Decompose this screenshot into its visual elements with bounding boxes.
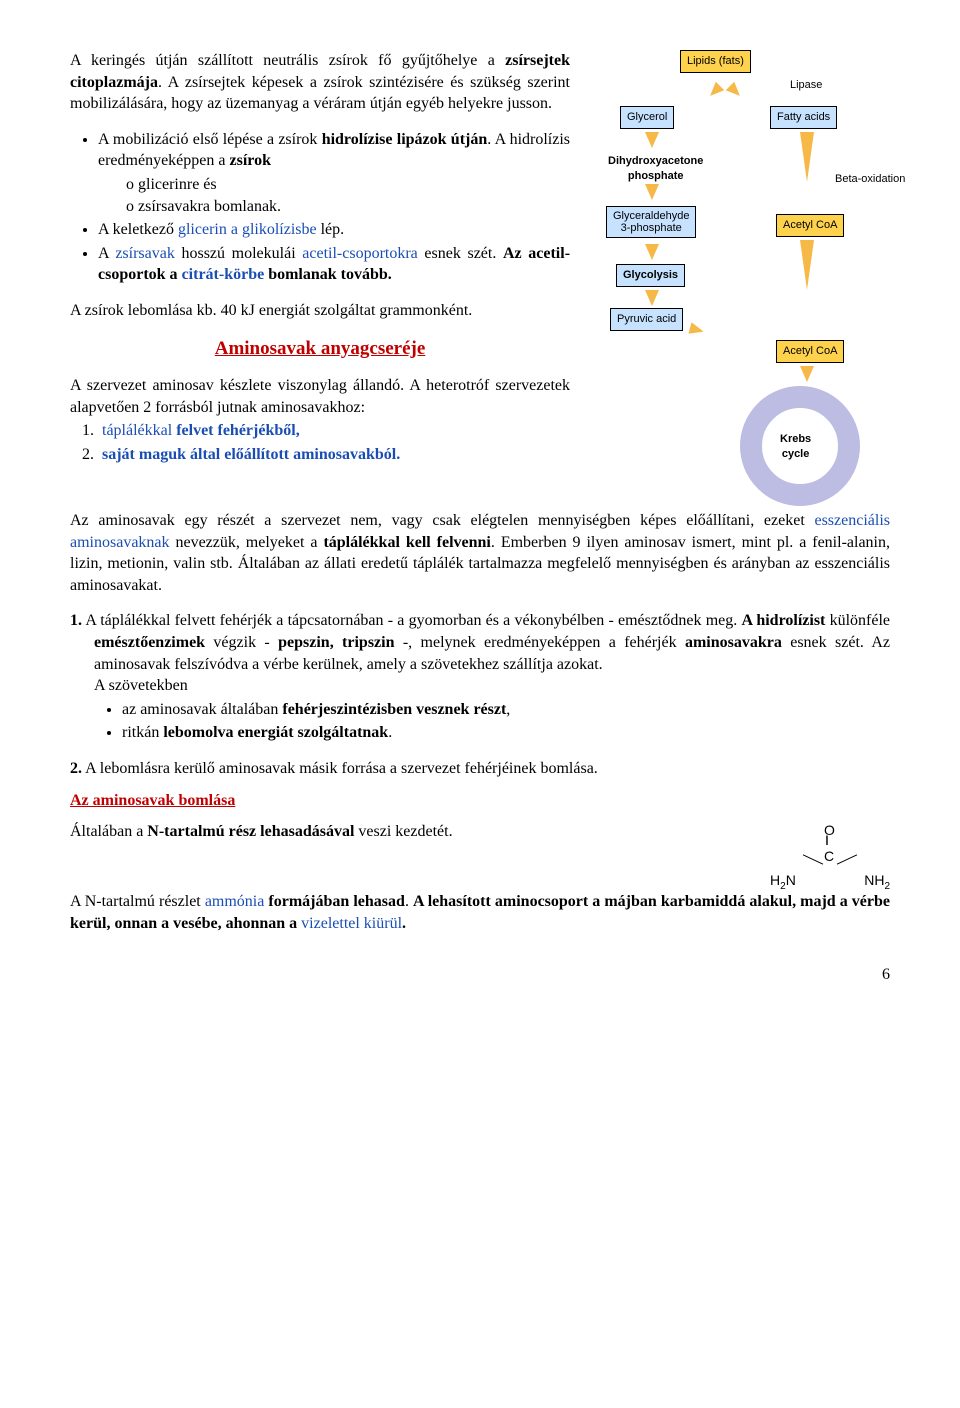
diagram-label-betaox: Beta-oxidation: [835, 172, 905, 187]
bullet-item: A mobilizáció első lépése a zsírok hidro…: [98, 129, 570, 217]
text-blue: zsírsavak: [115, 245, 175, 262]
text-bold: N-tartalmú rész lehasadásával: [147, 823, 354, 840]
text: A táplálékkal felvett fehérjék a tápcsat…: [82, 612, 741, 629]
intro-paragraph: A keringés útján szállított neutrális zs…: [70, 50, 570, 115]
list-item: saját maguk által előállított aminosavak…: [98, 444, 570, 466]
text-bold: formájában lehasad: [264, 893, 405, 910]
text-blue: táplálékkal: [102, 422, 176, 439]
text-bold: fehérjeszintézisben vesznek részt: [282, 701, 506, 718]
text: A N-tartalmú részlet: [70, 893, 205, 910]
text: veszi kezdetét.: [354, 823, 452, 840]
text: A keletkező: [98, 221, 178, 238]
essential-para: Az aminosavak egy részét a szervezet nem…: [70, 510, 890, 596]
diagram-box-acetylcoa2: Acetyl CoA: [776, 340, 844, 363]
text: -, melynek eredményeképpen a fehérjék: [395, 634, 685, 651]
text: Az aminosavak egy részét a szervezet nem…: [70, 512, 814, 529]
text-bold: A hidrolízist: [741, 612, 825, 629]
text: végzik -: [205, 634, 278, 651]
text: .: [405, 893, 413, 910]
text-bold: .: [402, 915, 406, 932]
sub-bullets: glicerinre és zsírsavakra bomlanak.: [98, 174, 570, 217]
title-text: Aminosavak anyagcseréje: [215, 338, 426, 359]
bullet-item: A zsírsavak hosszú molekulái acetil-csop…: [98, 243, 570, 286]
list-item-1: 1. A táplálékkal felvett fehérjék a tápc…: [70, 610, 890, 675]
text-blue-bold: citrát-körbe: [182, 266, 265, 283]
text: A lebomlásra kerülő aminosavak másik for…: [82, 760, 598, 777]
num: 2.: [70, 760, 82, 777]
text-bold: bomlanak tovább.: [264, 266, 392, 283]
text-bold: aminosavakra: [685, 634, 782, 651]
text: Általában a: [70, 823, 147, 840]
protein-list: 1. A táplálékkal felvett fehérjék a tápc…: [70, 610, 890, 779]
list-item-2: 2. A lebomlásra kerülő aminosavak másik …: [70, 758, 890, 780]
amino-intro: A szervezet aminosav készlete viszonylag…: [70, 375, 570, 418]
diagram-box-glycerol: Glycerol: [620, 106, 674, 129]
text: glicerinre és: [138, 176, 217, 193]
text-bold: pepszin, tripszin: [278, 634, 394, 651]
diagram-label-krebs: Krebscycle: [780, 432, 811, 462]
text: zsírsavakra bomlanak.: [138, 198, 281, 215]
text-blue-bold: felvet fehérjékből,: [176, 422, 300, 439]
text-bold: táplálékkal kell felvenni: [323, 534, 490, 551]
section-title: Aminosavak anyagcseréje: [70, 336, 570, 362]
diagram-box-fattyacids: Fatty acids: [770, 106, 837, 129]
bullet-item: az aminosavak általában fehérjeszintézis…: [122, 699, 890, 721]
diagram-label-lipase: Lipase: [790, 78, 822, 93]
text: ritkán: [122, 724, 163, 741]
text: A mobilizáció első lépése a zsírok: [98, 131, 322, 148]
lipid-bullets: A mobilizáció első lépése a zsírok hidro…: [70, 129, 570, 286]
num: 1.: [70, 612, 82, 629]
tissue-bullets: az aminosavak általában fehérjeszintézis…: [70, 699, 890, 744]
text: ,: [506, 701, 510, 718]
final-para: A N-tartalmú részlet ammónia formájában …: [70, 891, 890, 934]
list-item: táplálékkal felvet fehérjékből,: [98, 420, 570, 442]
text: különféle: [825, 612, 890, 629]
diagram-label-dhap: Dihydroxyacetonephosphate: [608, 154, 703, 184]
text: .: [388, 724, 392, 741]
text-blue: acetil-csoportokra: [302, 245, 418, 262]
amino-sources: táplálékkal felvet fehérjékből, saját ma…: [70, 420, 570, 465]
text: az aminosavak általában: [122, 701, 282, 718]
diagram-box-acetylcoa1: Acetyl CoA: [776, 214, 844, 237]
subsection-header: Az aminosavak bomlása: [70, 790, 890, 812]
text-bold: lebomolva energiát szolgáltatnak: [163, 724, 388, 741]
text-bold: hidrolízise lipázok útján: [322, 131, 488, 148]
lipid-diagram: Lipids (fats) Lipase Glycerol Fatty acid…: [590, 50, 890, 510]
energy-para: A zsírok lebomlása kb. 40 kJ energiát sz…: [70, 300, 570, 322]
diagram-box-lipids: Lipids (fats): [680, 50, 751, 73]
diagram-box-g3p: Glyceraldehyde3-phosphate: [606, 206, 696, 238]
bullet-item: A keletkező glicerin a glikolízisbe lép.: [98, 219, 570, 241]
text: lép.: [317, 221, 345, 238]
text: esnek szét.: [418, 245, 503, 262]
tissue-line: A szövetekben: [70, 675, 890, 697]
text-bold: zsírok: [229, 152, 270, 169]
text: A keringés útján szállított neutrális zs…: [70, 52, 505, 69]
text: A: [98, 245, 115, 262]
text: hosszú molekulái: [175, 245, 302, 262]
page-number: 6: [70, 964, 890, 986]
sub-bullet-item: glicerinre és: [126, 174, 570, 196]
text-blue-bold: saját maguk által előállított aminosavak…: [102, 446, 400, 463]
text-bold: emésztőenzimek: [94, 634, 205, 651]
text-blue: vizelettel kiürül: [301, 915, 402, 932]
text-blue: glicerin a glikolízisbe: [178, 221, 317, 238]
bullet-item: ritkán lebomolva energiát szolgáltatnak.: [122, 722, 890, 744]
general-para: Általában a N-tartalmú rész lehasadásáva…: [70, 821, 750, 843]
text-blue: ammónia: [205, 893, 265, 910]
urea-molecule: O | | C H2N NH2: [770, 821, 890, 891]
diagram-box-pyruvic: Pyruvic acid: [610, 308, 683, 331]
text: nevezzük, melyeket a: [170, 534, 324, 551]
diagram-box-glycolysis: Glycolysis: [616, 264, 685, 287]
sub-bullet-item: zsírsavakra bomlanak.: [126, 196, 570, 218]
subsection-text: Az aminosavak bomlása: [70, 792, 235, 809]
